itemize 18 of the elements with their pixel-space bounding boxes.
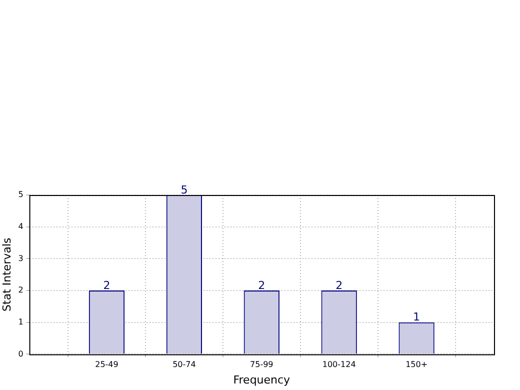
x-tick-label: 50-74 bbox=[172, 360, 196, 370]
x-tick-label: 75-99 bbox=[250, 360, 274, 370]
data-label: 2 bbox=[336, 278, 343, 292]
x-tick-label: 25-49 bbox=[95, 360, 118, 370]
y-tick-label: 1 bbox=[18, 317, 24, 326]
y-axis-title: Stat Intervals bbox=[0, 237, 14, 312]
y-tick-label: 2 bbox=[18, 286, 24, 295]
y-tick-label: 0 bbox=[18, 349, 24, 358]
data-label: 1 bbox=[413, 310, 420, 324]
data-label: 5 bbox=[180, 183, 188, 196]
data-label: 2 bbox=[103, 278, 110, 292]
x-axis-title: Frequency bbox=[233, 373, 291, 386]
y-tick-label: 3 bbox=[18, 254, 24, 263]
y-tick-label: 5 bbox=[18, 190, 24, 200]
y-tick-label: 4 bbox=[18, 222, 24, 231]
x-tick-label: 150+ bbox=[406, 360, 428, 370]
data-label: 2 bbox=[258, 278, 266, 292]
x-tick-label: 100-124 bbox=[322, 360, 356, 370]
